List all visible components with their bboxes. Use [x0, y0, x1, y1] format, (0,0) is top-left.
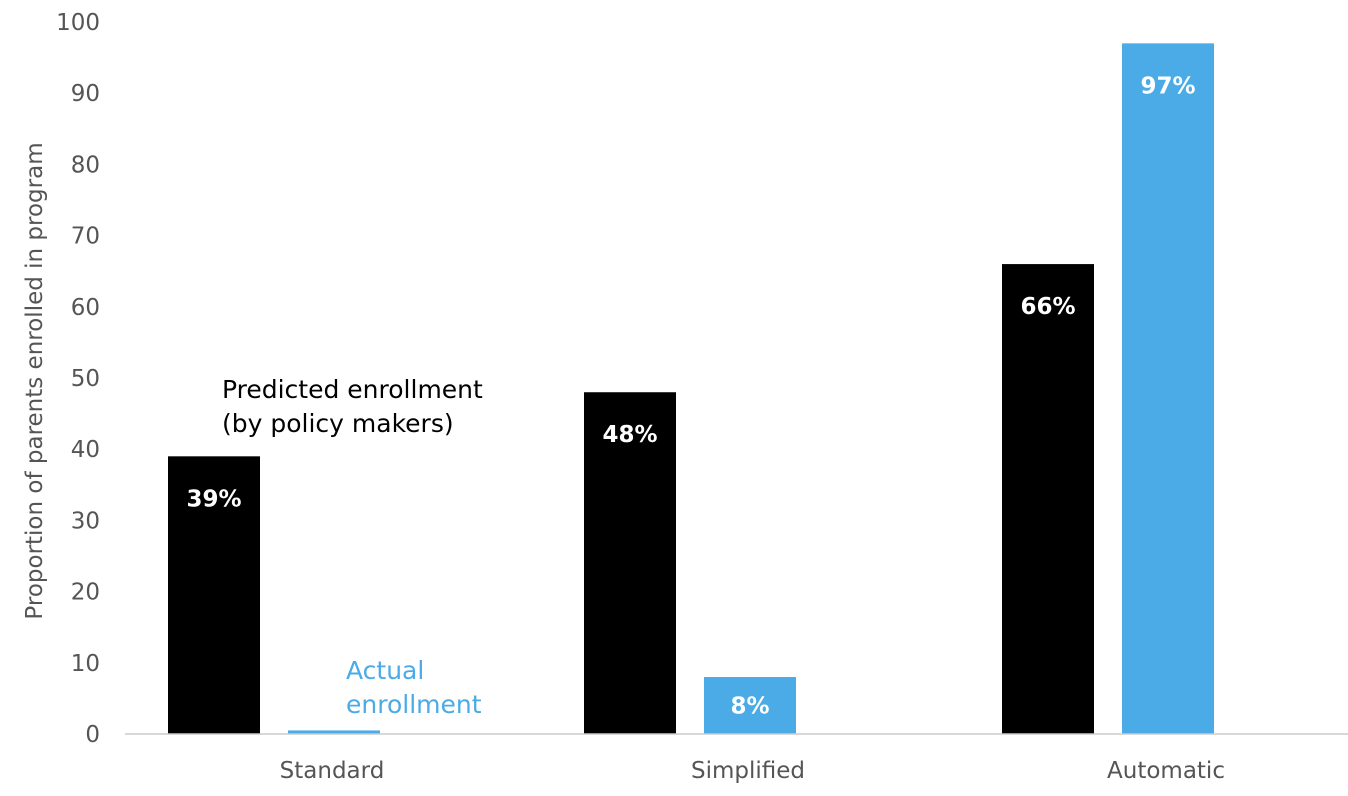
annotation-actual-line2: enrollment [346, 690, 482, 719]
data-label-predicted-standard: 39% [186, 486, 241, 512]
y-tick-label: 40 [71, 437, 100, 463]
data-label-actual-simplified: 8% [730, 694, 769, 720]
data-label-predicted-simplified: 48% [602, 422, 657, 448]
bar-actual-simplified [704, 677, 796, 734]
y-tick-label: 60 [71, 295, 100, 321]
y-tick-label: 100 [56, 10, 100, 36]
category-label: Simplified [691, 758, 805, 784]
bar-predicted-standard [168, 456, 260, 734]
y-tick-label: 10 [71, 651, 100, 677]
data-label-predicted-automatic: 66% [1020, 294, 1075, 320]
annotation-predicted: Predicted enrollment (by policy makers) [222, 375, 491, 438]
data-labels: 39% 48% 66% 8% 97% [186, 73, 1195, 719]
y-axis-ticks: 0 10 20 30 40 50 60 70 80 90 100 [56, 10, 100, 748]
bar-actual-automatic [1122, 43, 1214, 735]
annotation-actual: Actual enrollment [346, 656, 482, 719]
y-tick-label: 0 [85, 722, 100, 748]
y-tick-label: 30 [71, 508, 100, 534]
bar-predicted-automatic [1002, 264, 1094, 734]
data-label-actual-automatic: 97% [1140, 73, 1195, 99]
category-labels: Standard Simplified Automatic [280, 758, 1225, 784]
y-tick-label: 70 [71, 224, 100, 250]
annotation-predicted-line1: Predicted enrollment [222, 375, 483, 404]
y-tick-label: 80 [71, 152, 100, 178]
y-tick-label: 90 [71, 81, 100, 107]
y-axis-label: Proportion of parents enrolled in progra… [22, 142, 48, 619]
category-label: Standard [280, 758, 385, 784]
bar-predicted-simplified [584, 392, 676, 734]
bar-actual-standard [288, 730, 380, 734]
annotation-actual-line1: Actual [346, 656, 424, 685]
y-tick-label: 20 [71, 580, 100, 606]
y-tick-label: 50 [71, 366, 100, 392]
bars [168, 43, 1214, 735]
annotation-predicted-line2: (by policy makers) [222, 409, 454, 438]
category-label: Automatic [1107, 758, 1225, 784]
legend-annotations: Predicted enrollment (by policy makers) … [222, 375, 491, 719]
